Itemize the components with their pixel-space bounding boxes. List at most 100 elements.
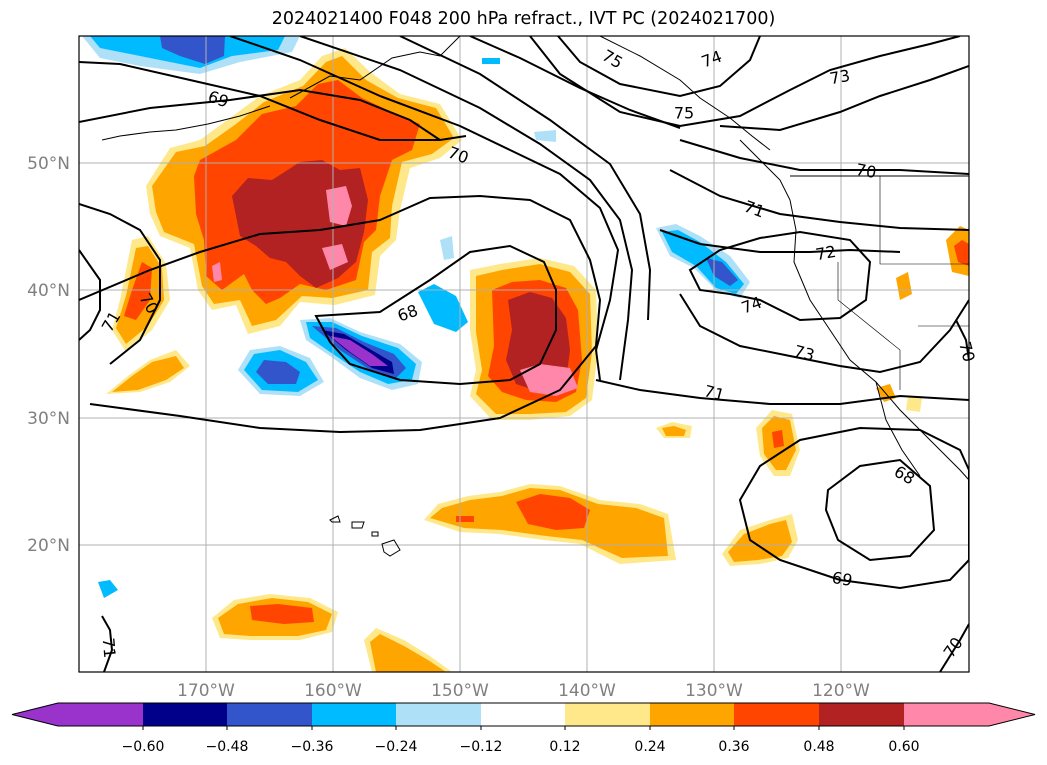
contour-73-east xyxy=(679,293,969,374)
contour-75-loop xyxy=(557,36,761,98)
contour-68-loop-east xyxy=(824,458,936,562)
positive-anomaly-far-east-red xyxy=(954,240,969,266)
ivt-contours xyxy=(79,36,969,672)
positive-anomaly-sw-orange xyxy=(112,356,184,392)
colorbar-outline xyxy=(11,702,1036,727)
contour-label: 73 xyxy=(792,341,817,365)
contour-label: 70 xyxy=(940,634,967,662)
positive-anomaly-subtropical-red-small xyxy=(456,516,474,522)
positive-anomaly-west-red xyxy=(124,262,152,320)
contour-label: 70 xyxy=(854,160,877,182)
alaska-panhandle xyxy=(599,36,771,151)
bc-coast xyxy=(739,139,791,201)
contour-label: 71 xyxy=(742,197,768,222)
colorbar-ticks: −0.60 −0.48 −0.36 −0.24 −0.12 0.12 0.24 … xyxy=(122,739,920,755)
contour-label: 69 xyxy=(830,568,853,590)
lat-tick: 50°N xyxy=(27,154,70,174)
contour-71-edge xyxy=(955,319,969,361)
figure-title: 2024021400 F048 200 hPa refract., IVT PC… xyxy=(271,9,776,29)
hawaii-island-4 xyxy=(371,531,379,537)
colorbar-tick: 0.24 xyxy=(634,739,665,755)
colorbar-segment xyxy=(312,703,397,726)
gridlines xyxy=(79,36,969,672)
contour-71-east xyxy=(669,169,969,231)
colorbar-segment xyxy=(396,703,482,726)
contour-68-loop-west xyxy=(314,244,557,386)
lon-tick: 140°W xyxy=(558,681,616,701)
positive-anomaly-north-pink3 xyxy=(212,262,222,282)
contour-73-north xyxy=(399,36,652,321)
contour-70-north xyxy=(79,88,441,141)
us-west-coast xyxy=(789,199,969,481)
contour-label: 68 xyxy=(395,301,421,326)
lat-tick: 30°N xyxy=(27,409,70,429)
contour-73-arctic xyxy=(469,36,681,129)
hawaii-island-3 xyxy=(381,539,401,557)
negative-anomaly-tiny-east xyxy=(534,130,556,142)
contour-73-loop xyxy=(719,65,969,132)
contour-69-loop-east xyxy=(738,426,969,590)
colorbar-tick: 0.12 xyxy=(549,739,580,755)
lon-tick: 150°W xyxy=(431,681,489,701)
colorbar-segment xyxy=(58,703,144,726)
contour-label: 73 xyxy=(828,66,851,88)
negative-anomaly-small xyxy=(418,284,468,332)
positive-anomaly-south-red xyxy=(250,604,314,624)
colorbar-tick: −0.12 xyxy=(460,739,503,755)
colorbar-tick: 0.36 xyxy=(718,739,749,755)
colorbar-extend-max xyxy=(989,703,1035,726)
colorbar-segment xyxy=(143,703,228,726)
colorbar-tick: 0.60 xyxy=(888,739,919,755)
negative-anomaly-tiny-west xyxy=(98,580,118,598)
latitude-axis: 50°N 40°N 30°N 20°N xyxy=(27,154,70,556)
colorbar-segment xyxy=(481,703,566,726)
contour-label: 69 xyxy=(206,87,232,112)
colorbar xyxy=(11,702,1036,730)
negative-anomaly-small-light xyxy=(440,236,454,260)
contour-72-north xyxy=(299,36,634,381)
lon-tick: 130°W xyxy=(685,681,743,701)
colorbar-tick: −0.24 xyxy=(375,739,418,755)
contour-70-east xyxy=(679,139,969,175)
hawaii-island-1 xyxy=(329,515,341,523)
aleutian-islands xyxy=(101,105,271,141)
positive-anomaly-subtropical-east-orange xyxy=(728,520,792,562)
contour-label: 75 xyxy=(599,46,626,73)
lon-tick: 170°W xyxy=(177,681,235,701)
positive-anomaly-central-pink xyxy=(520,364,578,396)
contour-label: 71 xyxy=(99,637,120,659)
contour-71-north xyxy=(229,36,620,381)
colorbar-tick: −0.60 xyxy=(122,739,165,755)
hawaii-island-2 xyxy=(351,521,365,529)
colorbar-segment xyxy=(565,703,651,726)
contour-70-southeast xyxy=(939,623,969,672)
colorbar-segment xyxy=(650,703,735,726)
positive-anomaly-north-pink2 xyxy=(322,244,348,270)
refractivity-shading xyxy=(82,36,969,672)
positive-anomaly-subtropical-red xyxy=(516,494,590,530)
colorbar-segment xyxy=(904,703,990,726)
positive-anomaly-southeast-orange xyxy=(370,634,446,672)
contour-74-loop-east xyxy=(688,230,872,322)
colorbar-tick: −0.48 xyxy=(206,739,249,755)
lat-tick: 20°N xyxy=(27,536,70,556)
negative-anomaly-tiny-north xyxy=(482,58,500,64)
lon-tick: 120°W xyxy=(812,681,870,701)
contour-label: 75 xyxy=(674,104,694,123)
colorbar-segment xyxy=(227,703,313,726)
contour-label: 70 xyxy=(955,339,979,364)
contour-label: 72 xyxy=(814,242,837,264)
colorbar-tick: −0.36 xyxy=(291,739,334,755)
contour-71-south xyxy=(595,379,969,405)
colorbar-tick: 0.48 xyxy=(803,739,834,755)
negative-anomaly-sw-blue xyxy=(256,360,300,384)
positive-anomaly-baja-offshore-red xyxy=(772,430,784,448)
contour-70-southwest xyxy=(101,615,114,672)
contour-69-north xyxy=(79,61,467,141)
state-border-1 xyxy=(879,176,969,265)
colorbar-segment xyxy=(819,703,905,726)
map-frame xyxy=(78,35,970,673)
lon-tick: 160°W xyxy=(304,681,362,701)
baja-california xyxy=(875,381,921,477)
